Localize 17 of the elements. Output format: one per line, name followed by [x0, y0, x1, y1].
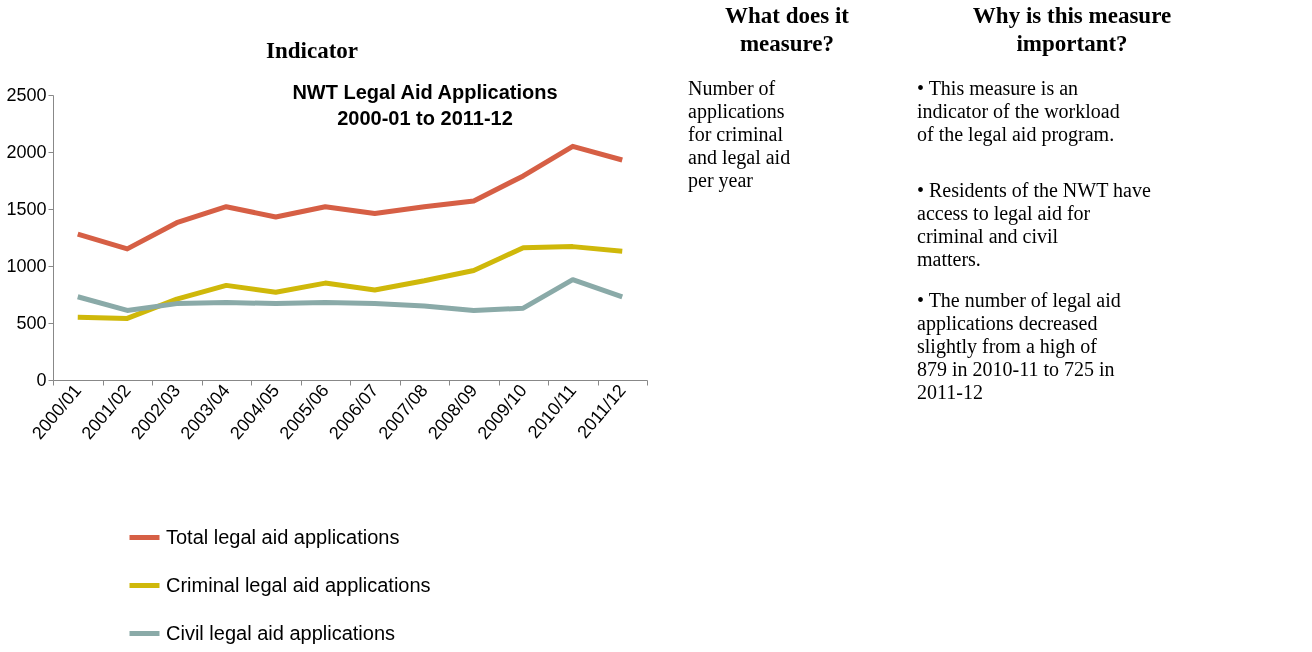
y-tick-label: 2000: [6, 141, 47, 162]
legend-label: Criminal legal aid applications: [166, 573, 431, 596]
text: • The number of legal aid applications decreased slightly from a high of 879 in 2010-11 to 725 in 2011-12: [917, 289, 1121, 403]
chart-title: NWT Legal Aid Applications 2000-01 to 2011-12: [292, 81, 558, 129]
text: • Residents of the NWT have access to legal aid for criminal and civil matters.: [917, 179, 1151, 270]
legend-label: Civil legal aid applications: [166, 621, 396, 644]
text: • This measure is an indicator of the workload of the legal aid program.: [917, 77, 1120, 146]
y-tick-label: 1000: [6, 255, 47, 276]
text: Indicator: [266, 38, 358, 63]
legend-label: Total legal aid applications: [166, 525, 400, 548]
y-tick-label: 2500: [6, 84, 47, 105]
text: Number of applications for criminal and legal aid per year: [688, 77, 791, 192]
y-tick-label: 0: [36, 369, 47, 390]
y-tick-label: 500: [16, 312, 47, 333]
text: What does it measure?: [725, 3, 850, 56]
y-tick-label: 1500: [6, 198, 47, 219]
text: Why is this measure important?: [972, 3, 1172, 56]
